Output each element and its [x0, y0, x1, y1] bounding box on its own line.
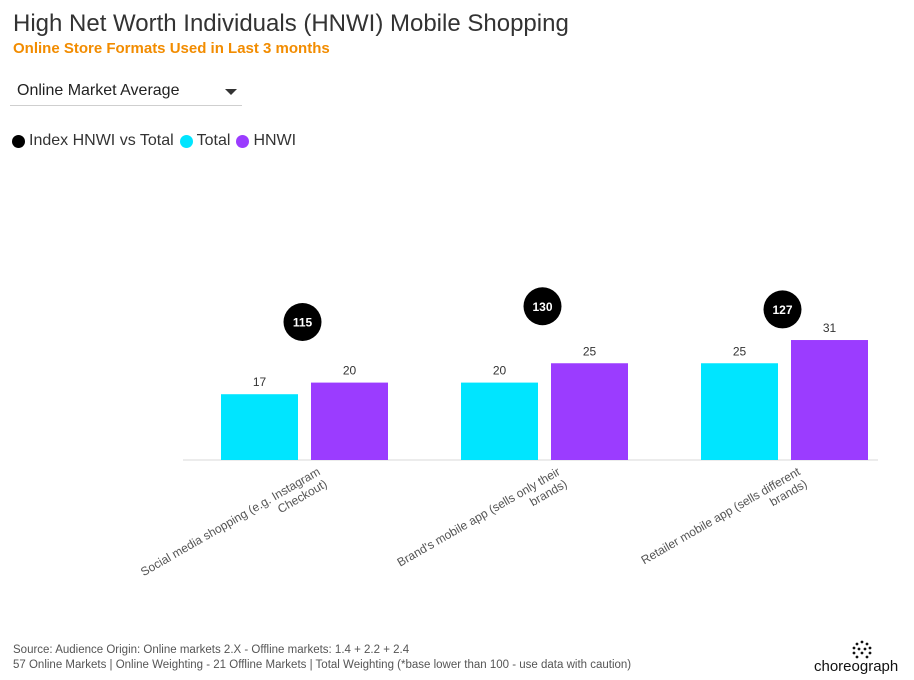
data-label-total-2: 20 [493, 364, 507, 378]
index-marker-3[interactable] [763, 290, 802, 329]
data-label-total-1: 17 [253, 375, 267, 389]
data-label-hnwi-2: 25 [583, 344, 597, 358]
legend-item-total[interactable]: Total [179, 132, 231, 150]
legend-label-index: Index HNWI vs Total [29, 132, 174, 149]
market-dropdown[interactable]: Online Market Average [10, 79, 242, 106]
data-label-total-3: 25 [733, 344, 747, 358]
category-label-2: Brand's mobile app (sells only theirbran… [395, 464, 570, 581]
legend-marker-total [179, 134, 193, 148]
data-label-hnwi-1: 20 [343, 364, 357, 378]
index-label-2: 130 [532, 300, 552, 314]
logo-text: choreograph [814, 658, 899, 675]
legend-label-total: Total [196, 132, 231, 149]
index-marker-2[interactable] [523, 287, 562, 326]
index-label-3: 127 [772, 303, 792, 317]
market-dropdown-value: Online Market Average [17, 82, 180, 99]
legend-marker-index [12, 134, 25, 148]
bar-chart: 17 20 115 Social media shopping (e.g. Insta… [138, 287, 878, 591]
chart-title: High Net Worth Individuals (HNWI) Mobile… [13, 10, 569, 37]
choreograph-mark-icon [852, 640, 872, 659]
bar-total-3[interactable] [701, 363, 778, 460]
bar-hnwi-3[interactable] [791, 340, 868, 460]
chart-legend: Index HNWI vs Total Total HNWI [12, 132, 302, 150]
legend-item-index[interactable]: Index HNWI vs Total [12, 132, 174, 150]
data-label-hnwi-3: 31 [823, 321, 837, 335]
chart-subtitle: Online Store Formats Used in Last 3 mont… [13, 40, 330, 57]
source-line-1: Source: Audience Origin: Online markets … [13, 644, 410, 656]
source-line-2: 57 Online Markets | Online Weighting - 2… [13, 659, 632, 671]
chevron-down-icon[interactable] [225, 89, 237, 95]
category-label-1: Social media shopping (e.g. InstagramChe… [138, 464, 329, 591]
legend-label-hnwi: HNWI [253, 132, 297, 149]
choreograph-logo: choreograph [814, 640, 910, 676]
bar-hnwi-1[interactable] [311, 382, 388, 460]
legend-item-hnwi[interactable]: HNWI [236, 132, 296, 150]
category-label-3: Retailer mobile app (sells differentbran… [639, 464, 811, 579]
index-label-1: 115 [293, 316, 313, 330]
bar-total-2[interactable] [461, 382, 538, 460]
index-marker-1[interactable] [283, 303, 322, 341]
bar-hnwi-2[interactable] [551, 363, 628, 460]
bar-total-1[interactable] [221, 394, 298, 460]
legend-marker-hnwi [236, 134, 250, 148]
